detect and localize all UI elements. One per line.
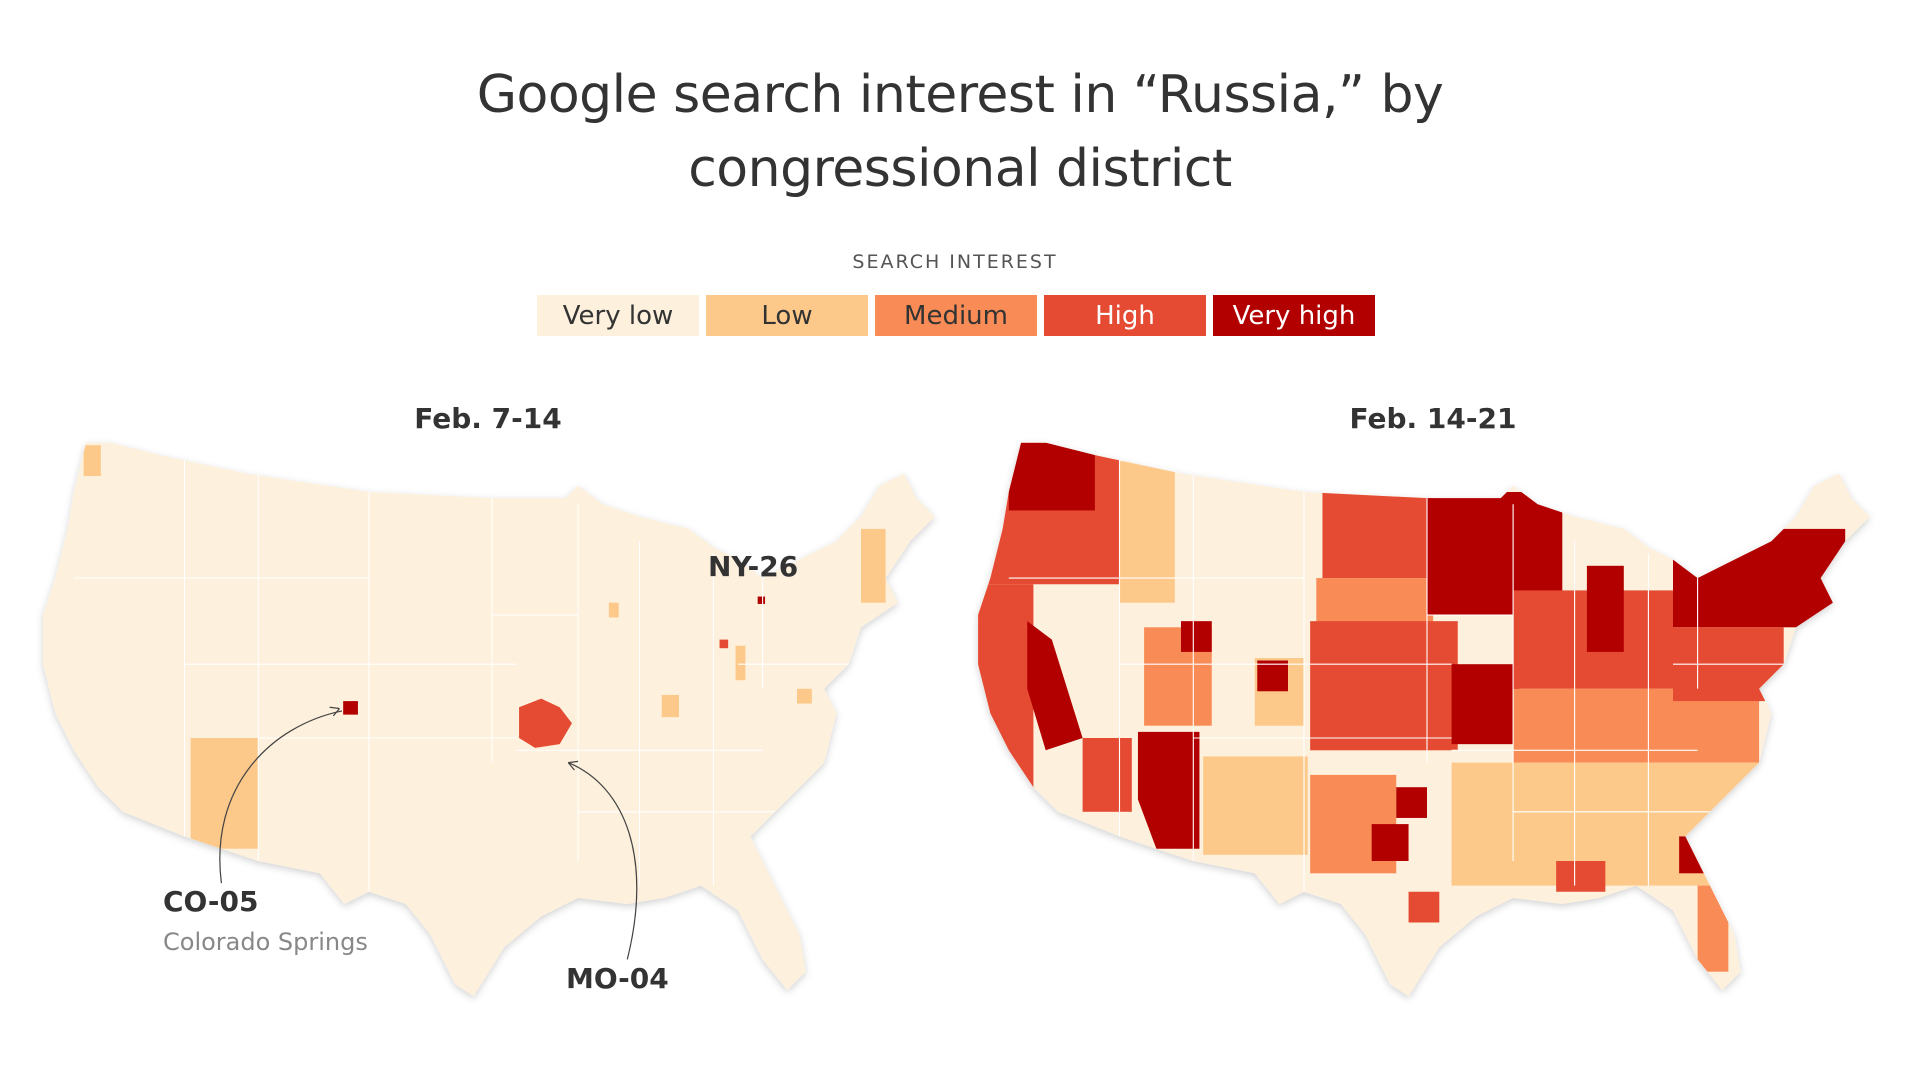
legend-label: Medium	[904, 301, 1008, 331]
district	[1697, 885, 1729, 972]
district	[1119, 461, 1175, 603]
legend-title: SEARCH INTEREST	[852, 251, 1057, 273]
legend-swatch	[706, 295, 868, 336]
district	[978, 584, 1034, 818]
legend-swatch	[1044, 295, 1206, 336]
district	[1371, 824, 1409, 861]
legend-swatch	[875, 295, 1037, 336]
legend-label: Very high	[1233, 301, 1356, 331]
map-right	[978, 442, 1870, 997]
legend-label: Low	[761, 301, 812, 331]
legend-swatch	[1213, 295, 1375, 336]
district	[1082, 738, 1132, 812]
map-title: Feb. 14-21	[1350, 402, 1517, 435]
map-title: Feb. 7-14	[414, 402, 561, 435]
district	[1181, 621, 1212, 652]
district	[1451, 664, 1520, 745]
district	[1316, 578, 1434, 628]
annotation-sub: Colorado Springs	[163, 928, 368, 956]
district	[343, 701, 358, 715]
district	[1673, 528, 1846, 628]
district	[1027, 621, 1083, 751]
legend: Very low Low Medium High Very high	[537, 295, 1375, 336]
legend-label: Very low	[563, 301, 674, 331]
annotation: CO-05	[163, 885, 258, 918]
district	[608, 602, 619, 618]
district	[1322, 492, 1434, 579]
district	[661, 694, 679, 718]
map-left	[43, 442, 935, 997]
district	[1451, 762, 1772, 886]
district	[735, 645, 746, 681]
district	[1586, 565, 1624, 652]
district	[719, 639, 729, 649]
annotation: MO-04	[566, 962, 669, 995]
legend-label: High	[1095, 301, 1155, 331]
district	[1679, 836, 1710, 874]
district	[757, 596, 766, 604]
district	[1396, 787, 1427, 818]
annotation: NY-26	[708, 550, 798, 583]
district	[1310, 621, 1458, 751]
district	[1556, 861, 1606, 892]
district	[797, 688, 812, 704]
district	[1408, 891, 1440, 923]
district	[519, 698, 572, 748]
district	[1137, 731, 1200, 849]
district	[83, 445, 101, 477]
district	[1203, 756, 1308, 855]
district	[861, 528, 886, 603]
district	[1257, 660, 1289, 692]
district	[1008, 442, 1095, 511]
district	[190, 738, 259, 849]
chart-title: Google search interest in “Russia,” by c…	[476, 65, 1444, 199]
legend-swatch	[537, 295, 699, 336]
